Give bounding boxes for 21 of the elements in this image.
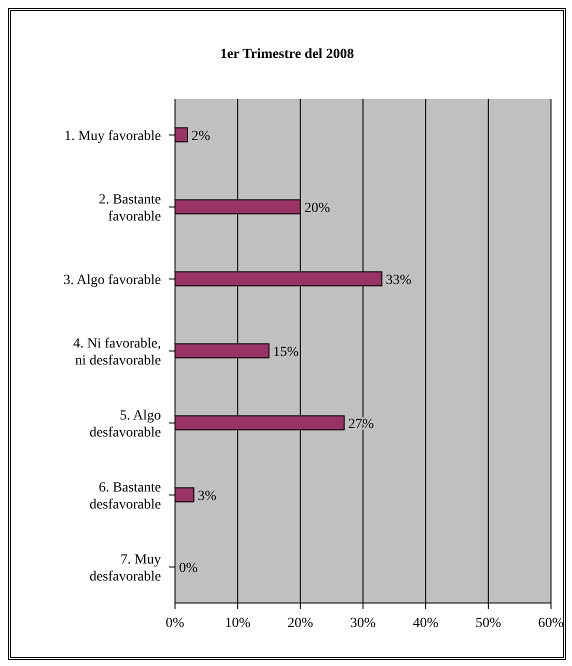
x-tick-label: 10% [224, 616, 251, 631]
data-label: 20% [304, 200, 330, 216]
x-tick-label: 20% [287, 616, 314, 631]
data-label: 3% [198, 488, 217, 504]
data-label: 2% [192, 128, 211, 144]
x-tick-label: 50% [475, 616, 502, 631]
x-tick-label: 60% [538, 616, 564, 631]
x-tick-label: 40% [412, 616, 439, 631]
x-tick-label: 0% [166, 616, 185, 631]
y-tick-label: 5. Algo desfavorable [89, 408, 161, 440]
data-label: 33% [386, 272, 412, 288]
y-tick-label: 1. Muy favorable [64, 129, 161, 144]
x-tick-label: 30% [350, 616, 376, 631]
data-label: 15% [273, 344, 299, 360]
y-tick-label: 7. Muy desfavorable [89, 552, 161, 584]
data-label: 0% [179, 560, 198, 576]
y-tick-label: 4. Ni favorable, ni desfavorable [73, 336, 161, 368]
y-tick-label: 3. Algo favorable [63, 273, 161, 288]
y-tick-label: 6. Bastante desfavorable [89, 480, 161, 512]
y-tick-label: 2. Bastante favorable [98, 192, 161, 224]
chart-title: 1er Trimestre del 2008 [219, 47, 355, 63]
